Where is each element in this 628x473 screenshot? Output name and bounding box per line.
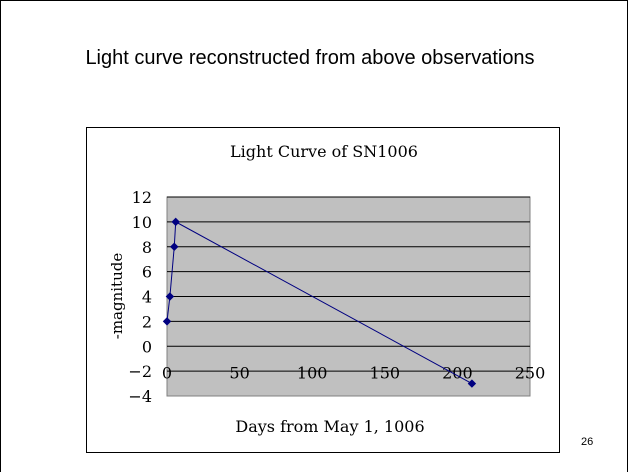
y-axis-label: -magnitude xyxy=(108,253,126,340)
x-tick-label: 50 xyxy=(229,363,249,382)
page-number: 26 xyxy=(581,436,594,448)
y-tick-label: 10 xyxy=(132,213,152,232)
data-point xyxy=(165,292,175,301)
data-point xyxy=(162,317,172,326)
plot-layer: −4 −2 0 2 4 6 8 10 12 0 50 100 150 200 250 xyxy=(128,188,545,406)
data-point xyxy=(171,217,180,227)
y-tick-label: 2 xyxy=(142,312,152,331)
y-tick-label: −2 xyxy=(128,362,152,381)
x-axis-label: Days from May 1, 1006 xyxy=(235,417,424,436)
light-curve-chart: Light Curve of SN1006 −4 −2 0 2 4 6 8 10 12 0 50 10… xyxy=(108,142,545,436)
y-tick-label: 8 xyxy=(142,238,152,257)
y-tick-label: 4 xyxy=(142,288,152,307)
x-tick-label: 100 xyxy=(297,363,328,382)
slide-title: Light curve reconstructed from above obs… xyxy=(85,47,535,69)
y-tick-label: 6 xyxy=(142,263,152,282)
data-point xyxy=(467,379,477,388)
y-tick-label: −4 xyxy=(128,387,152,406)
data-point xyxy=(170,242,179,251)
y-tick-label: 12 xyxy=(132,188,152,207)
y-tick-label: 0 xyxy=(142,337,152,356)
chart-title: Light Curve of SN1006 xyxy=(230,142,418,161)
x-tick-label: 200 xyxy=(442,363,473,382)
x-tick-label: 150 xyxy=(370,363,401,382)
x-tick-label: 0 xyxy=(162,363,172,382)
x-tick-label: 250 xyxy=(515,363,546,382)
chart-area: Light Curve of SN1006 −4 −2 0 2 4 6 8 10 12 0 50 10… xyxy=(86,127,560,453)
